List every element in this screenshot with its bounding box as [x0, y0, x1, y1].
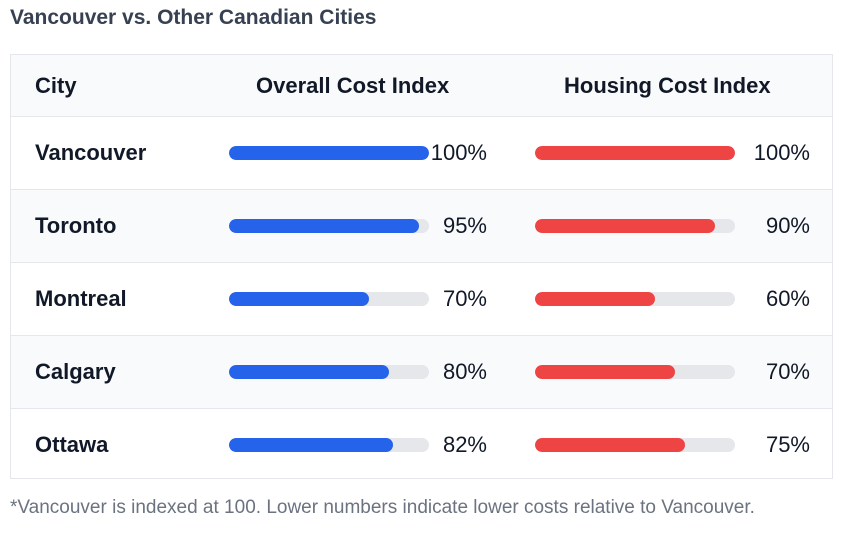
city-name: Toronto [35, 213, 117, 238]
housing-cost-bar [535, 438, 685, 452]
overall-cost-value: 100% [430, 140, 487, 165]
header-city: City [35, 72, 77, 98]
table-body: Vancouver 100% 100% Toronto 95% 90% Montreal 70… [11, 116, 832, 481]
overall-cost-bar-track [229, 365, 429, 379]
overall-cost-value: 80% [442, 359, 487, 384]
overall-cost-bar [229, 365, 389, 379]
housing-cost-bar-track [535, 438, 735, 452]
overall-cost-bar-track [229, 438, 429, 452]
city-name: Vancouver [35, 140, 147, 165]
city-name: Calgary [35, 359, 116, 384]
city-name: Ottawa [35, 432, 109, 457]
overall-cost-bar-track [229, 219, 429, 233]
housing-cost-bar [535, 365, 675, 379]
footnote: *Vancouver is indexed at 100. Lower numb… [10, 497, 755, 518]
housing-cost-bar [535, 219, 715, 233]
overall-cost-bar [229, 146, 429, 160]
housing-cost-value: 100% [753, 140, 810, 165]
overall-cost-bar-track [229, 292, 429, 306]
overall-cost-bar [229, 292, 369, 306]
table-row: Calgary 80% 70% [11, 335, 832, 408]
table-row: Vancouver 100% 100% [11, 116, 832, 189]
housing-cost-value: 60% [765, 286, 810, 311]
housing-cost-value: 90% [765, 213, 810, 238]
housing-cost-bar-track [535, 146, 735, 160]
comparison-table: City Overall Cost Index Housing Cost Ind… [10, 54, 833, 479]
housing-cost-bar [535, 292, 655, 306]
housing-cost-bar-track [535, 219, 735, 233]
overall-cost-value: 95% [442, 213, 487, 238]
overall-cost-value: 70% [442, 286, 487, 311]
housing-cost-bar-track [535, 365, 735, 379]
housing-cost-bar [535, 146, 735, 160]
housing-cost-bar-track [535, 292, 735, 306]
table-header-row: City Overall Cost Index Housing Cost Ind… [11, 55, 832, 116]
city-name: Montreal [35, 286, 127, 311]
table-row: Montreal 70% 60% [11, 262, 832, 335]
overall-cost-bar-track [229, 146, 429, 160]
housing-cost-value: 70% [765, 359, 810, 384]
housing-cost-value: 75% [765, 432, 810, 457]
overall-cost-value: 82% [442, 432, 487, 457]
table-row: Ottawa 82% 75% [11, 408, 832, 481]
chart-title: Vancouver vs. Other Canadian Cities [10, 6, 377, 29]
header-overall-cost-index: Overall Cost Index [256, 72, 450, 98]
header-housing-cost-index: Housing Cost Index [564, 72, 771, 98]
table-row: Toronto 95% 90% [11, 189, 832, 262]
overall-cost-bar [229, 219, 419, 233]
overall-cost-bar [229, 438, 393, 452]
